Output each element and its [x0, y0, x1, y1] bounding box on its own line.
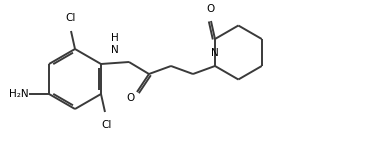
Text: H
N: H N: [111, 33, 119, 55]
Text: O: O: [207, 4, 215, 14]
Text: N: N: [211, 48, 219, 58]
Text: H₂N: H₂N: [9, 89, 29, 99]
Text: Cl: Cl: [66, 13, 76, 23]
Text: O: O: [127, 93, 135, 103]
Text: Cl: Cl: [102, 120, 112, 130]
